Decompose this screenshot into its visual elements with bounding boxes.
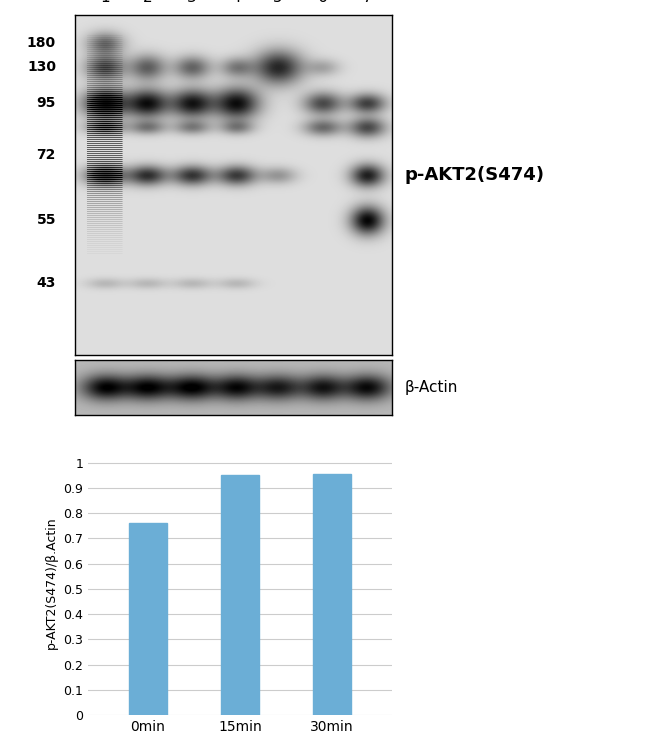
Text: 3: 3 bbox=[187, 0, 197, 4]
Text: 6: 6 bbox=[318, 0, 328, 4]
Text: 55: 55 bbox=[36, 213, 56, 227]
Text: 72: 72 bbox=[36, 148, 56, 162]
Text: 4: 4 bbox=[231, 0, 241, 4]
Text: 2: 2 bbox=[142, 0, 152, 4]
Text: 130: 130 bbox=[27, 60, 56, 74]
Text: β-Actin: β-Actin bbox=[405, 380, 458, 395]
Text: 95: 95 bbox=[36, 96, 56, 110]
Bar bbox=[129, 523, 167, 715]
Text: 180: 180 bbox=[27, 36, 56, 50]
Text: 43: 43 bbox=[36, 276, 56, 290]
Bar bbox=[313, 474, 352, 715]
Text: 1: 1 bbox=[100, 0, 110, 4]
Y-axis label: p-AKT2(S474)/β.Actin: p-AKT2(S474)/β.Actin bbox=[45, 516, 58, 649]
Text: 7: 7 bbox=[363, 0, 372, 4]
Bar bbox=[220, 475, 259, 715]
Text: 5: 5 bbox=[273, 0, 283, 4]
Text: p-AKT2(S474): p-AKT2(S474) bbox=[405, 166, 545, 184]
